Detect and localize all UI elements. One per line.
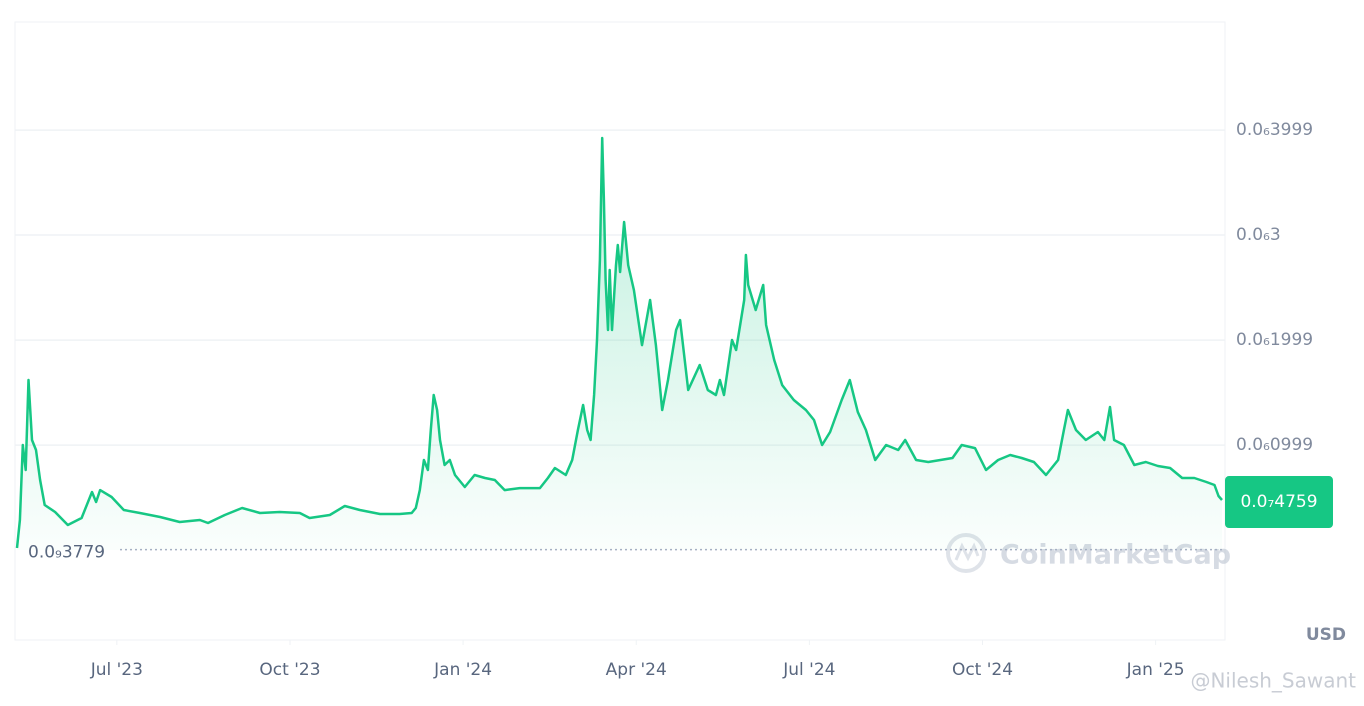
low-label: 0.0₉3779 [28, 543, 105, 563]
y-tick-label: 0.0₆3999 [1236, 120, 1313, 140]
y-tick-label: 0.0₆1999 [1236, 330, 1313, 350]
x-tick-label: Jan '25 [1126, 660, 1185, 680]
x-tick-label: Apr '24 [606, 660, 667, 680]
x-tick-label: Jul '23 [90, 660, 143, 680]
y-tick-label: 0.0₆0999 [1236, 435, 1313, 455]
price-line [15, 136, 1223, 549]
plot-frame [14, 21, 1226, 641]
x-tick-label: Oct '23 [259, 660, 320, 680]
credit: @Nilesh_Sawant [1190, 669, 1356, 693]
x-tick-label: Oct '24 [952, 660, 1013, 680]
last-price-label: 0.0₇4759 [1240, 492, 1317, 512]
x-tick-label: Jul '24 [782, 660, 835, 680]
y-tick-label: 0.0₆3 [1236, 225, 1281, 245]
last-price-box [1225, 476, 1333, 529]
x-tick-label: Jan '24 [433, 660, 492, 680]
area [17, 138, 1222, 550]
currency-label: USD [1306, 625, 1346, 645]
